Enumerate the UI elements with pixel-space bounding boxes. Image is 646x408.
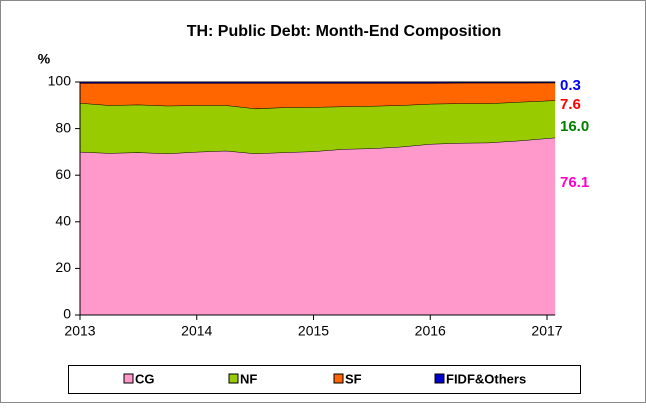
y-tick-label: 20 [55,259,71,275]
legend-label: FIDF&Others [446,371,526,386]
data-label: 76.1 [560,174,589,191]
area [80,138,555,315]
legend-swatch [229,374,238,383]
data-label: 16.0 [560,118,589,135]
x-tick-label: 2014 [181,323,212,339]
x-tick-label: 2015 [298,323,329,339]
y-tick-label: 60 [55,166,71,182]
legend-swatch [435,374,444,383]
legend-swatch [124,374,133,383]
y-tick-label: 100 [48,73,72,89]
legend-swatch [334,374,343,383]
data-label: 0.3 [560,77,581,94]
legend-label: CG [135,371,155,386]
x-tick-label: 2013 [64,323,95,339]
x-tick-label: 2016 [415,323,446,339]
y-axis-label: % [38,51,51,67]
legend-label: NF [240,371,257,386]
chart-title: TH: Public Debt: Month-End Composition [187,23,502,40]
y-tick-label: 80 [55,119,71,135]
data-label: 7.6 [560,96,581,113]
legend-label: SF [345,371,362,386]
x-tick-label: 2017 [531,323,562,339]
y-tick-label: 0 [63,306,71,322]
y-tick-label: 40 [55,213,71,229]
